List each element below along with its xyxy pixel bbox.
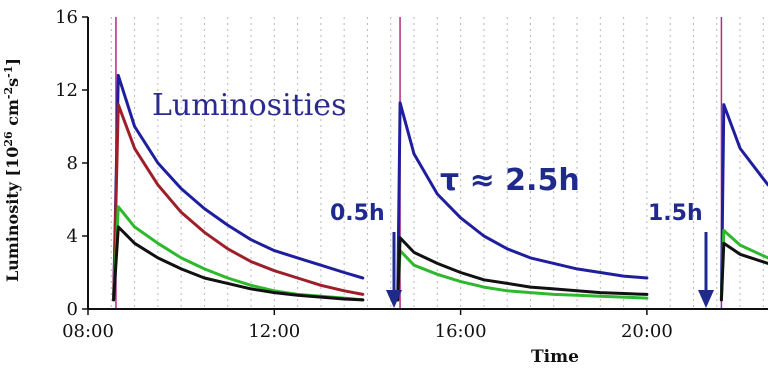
y-tick-label: 16 [55, 7, 78, 28]
y-axis-title-end: ] [3, 58, 22, 66]
y-axis-title-sup2: -2 [2, 87, 15, 99]
x-tick-label: 20:00 [621, 321, 673, 342]
y-axis-title-main: Luminosity [10 [3, 147, 22, 282]
y-tick-label: 12 [55, 80, 78, 101]
y-axis-title: Luminosity [1026 cm-2s-1] [2, 58, 23, 282]
series-line-green [719, 229, 768, 302]
x-tick-label: 16:00 [435, 321, 487, 342]
gap-1-5h-arrow [698, 232, 714, 308]
y-axis-title-sup1: 26 [2, 131, 15, 147]
series-line-black [112, 225, 365, 302]
series-line-blue [396, 101, 649, 302]
gap-0-5h-arrow [386, 232, 402, 308]
y-axis-title-mid2: s [3, 78, 22, 87]
series-line-black [719, 241, 768, 302]
series-line-blue [719, 103, 768, 302]
y-tick-label: 4 [67, 226, 78, 247]
tau-annotation: τ ≈ 2.5h [440, 163, 580, 198]
y-tick-label: 8 [67, 153, 78, 174]
gap-0-5h-annotation: 0.5h [330, 201, 385, 226]
series-line-red [112, 103, 365, 302]
y-axis-title-mid: cm [3, 99, 22, 131]
series-line-blue [112, 73, 365, 302]
series-line-black [396, 236, 649, 302]
series-lines [112, 73, 768, 302]
x-tick-label: 08:00 [62, 321, 114, 342]
series-line-green [396, 249, 649, 302]
x-tick-label: 12:00 [248, 321, 300, 342]
luminosities-annotation: Luminosities [152, 88, 346, 123]
y-tick-labels: 0 4 8 12 16 [55, 7, 88, 320]
y-axis-title-sup3: -1 [2, 66, 15, 78]
grid-lines [110, 17, 764, 309]
gap-1-5h-annotation: 1.5h [648, 201, 703, 226]
x-tick-labels: 08:00 12:00 16:00 20:00 [62, 309, 673, 342]
y-tick-label: 0 [67, 299, 78, 320]
x-axis-title: Time [531, 347, 579, 367]
